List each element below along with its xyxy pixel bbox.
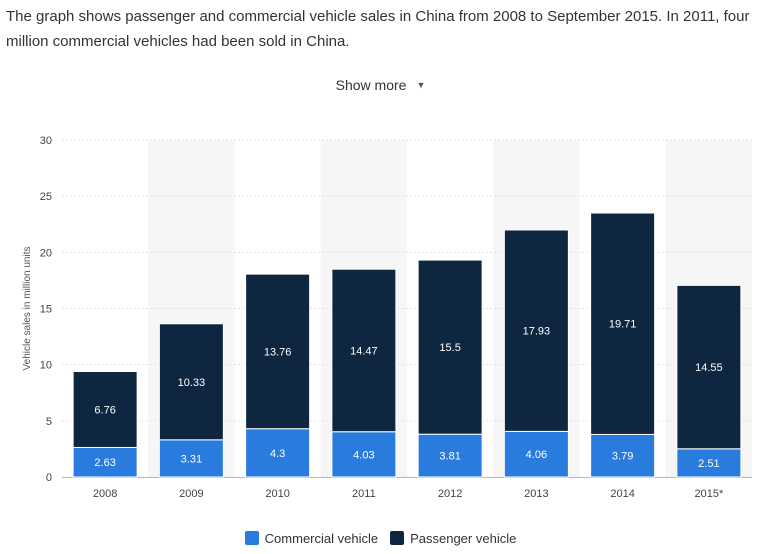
data-label-commercial: 3.31	[181, 453, 202, 465]
bar-passenger	[417, 259, 483, 435]
y-tick-label: 20	[40, 247, 52, 259]
y-tick-label: 5	[46, 416, 52, 428]
y-tick-label: 10	[40, 360, 52, 372]
data-label-commercial: 3.79	[612, 451, 633, 463]
legend-label-passenger: Passenger vehicle	[410, 530, 517, 546]
x-tick-label: 2011	[352, 488, 376, 500]
y-tick-label: 30	[40, 135, 52, 147]
x-tick-label: 2014	[610, 488, 634, 500]
x-tick-label: 2010	[265, 488, 289, 500]
x-tick-label: 2009	[179, 488, 203, 500]
show-more-label: Show more	[335, 77, 407, 93]
bar-commercial	[503, 430, 569, 478]
bar-commercial	[158, 439, 224, 478]
data-label-passenger: 10.33	[178, 377, 206, 389]
legend-swatch-passenger	[390, 531, 405, 545]
y-axis-label: Vehicle sales in million units	[22, 247, 33, 371]
data-label-passenger: 17.93	[523, 326, 551, 338]
stacked-bar-chart: 0 5 10 15 20 25 30 Vehicle sales in million uni…	[22, 135, 752, 500]
chart-description: The graph shows passenger and commercial…	[6, 8, 750, 50]
x-tick-label: 2015*	[694, 488, 723, 500]
chart-legend: Commercial vehicle Passenger vehicle	[0, 528, 761, 548]
x-tick-label: 2008	[93, 488, 117, 500]
data-label-passenger: 15.5	[439, 342, 460, 354]
x-tick-label: 2012	[438, 488, 462, 500]
data-label-passenger: 14.55	[695, 362, 723, 374]
y-tick-label: 25	[40, 191, 52, 203]
data-label-commercial: 4.03	[353, 449, 374, 461]
legend-item-passenger[interactable]: Passenger vehicle	[390, 531, 516, 546]
data-label-passenger: 14.47	[350, 345, 378, 357]
show-more-button[interactable]: Show more ▼	[0, 74, 761, 96]
data-label-passenger: 13.76	[264, 346, 292, 358]
y-tick-label: 0	[46, 472, 52, 484]
data-label-commercial: 4.06	[526, 449, 547, 461]
data-label-commercial: 3.81	[439, 451, 460, 463]
data-label-commercial: 4.3	[270, 448, 285, 460]
bar-commercial	[676, 448, 742, 478]
bar-commercial	[417, 433, 483, 478]
bar-passenger	[245, 273, 311, 430]
y-tick-label: 15	[40, 304, 52, 316]
bar-passenger	[158, 323, 224, 441]
bar-commercial	[72, 446, 138, 478]
x-tick-label: 2013	[524, 488, 548, 500]
data-label-passenger: 6.76	[94, 404, 115, 416]
bar-passenger	[331, 268, 397, 433]
bar-passenger	[590, 212, 656, 435]
bar-passenger	[676, 284, 742, 450]
legend-label-commercial: Commercial vehicle	[264, 530, 379, 546]
bar-passenger	[72, 371, 138, 448]
data-label-commercial: 2.63	[94, 457, 115, 469]
triangle-down-icon: ▼	[416, 80, 426, 90]
bar-passenger	[503, 229, 569, 432]
data-label-commercial: 2.51	[698, 458, 719, 470]
data-label-passenger: 19.71	[609, 319, 637, 331]
legend-item-commercial[interactable]: Commercial vehicle	[244, 530, 379, 546]
legend-swatch-commercial	[244, 531, 259, 545]
